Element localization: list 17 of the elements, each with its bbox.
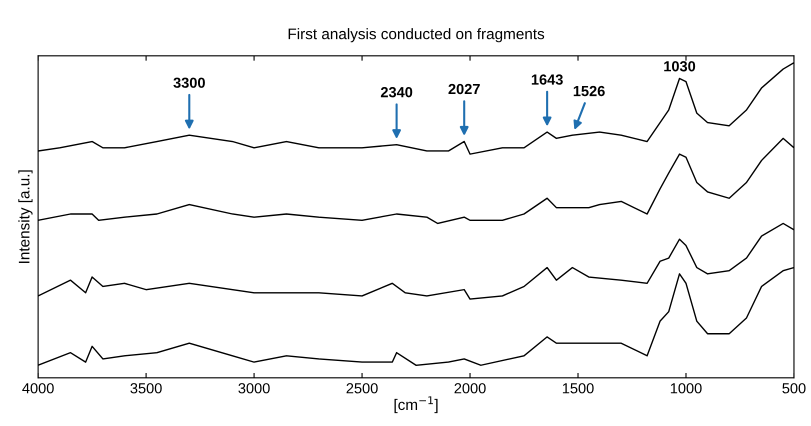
x-tick-label: 500: [782, 383, 806, 394]
annotation: 3300: [173, 78, 205, 88]
x-tick-label: 2500: [346, 383, 378, 394]
x-tick-label: 4000: [22, 383, 54, 394]
y-axis-title: Intensity [a.u.]: [18, 170, 33, 263]
x-tick-label: 2000: [454, 383, 486, 394]
x-tick-label: 3000: [238, 383, 270, 394]
annotation: 1526: [574, 86, 605, 96]
annotation: 2340: [380, 87, 412, 98]
x-axis-title: [cm$^{−1}$]: [394, 396, 438, 414]
annotation: 2027: [448, 84, 480, 94]
x-tick-label: 1000: [670, 383, 702, 394]
x-tick-label: 3500: [130, 383, 162, 394]
x-tick-label: 1500: [562, 383, 594, 394]
annotation: 1643: [532, 74, 563, 85]
annotation: 1030: [664, 61, 696, 72]
chart-title: First analysis conducted on fragments: [288, 28, 544, 42]
